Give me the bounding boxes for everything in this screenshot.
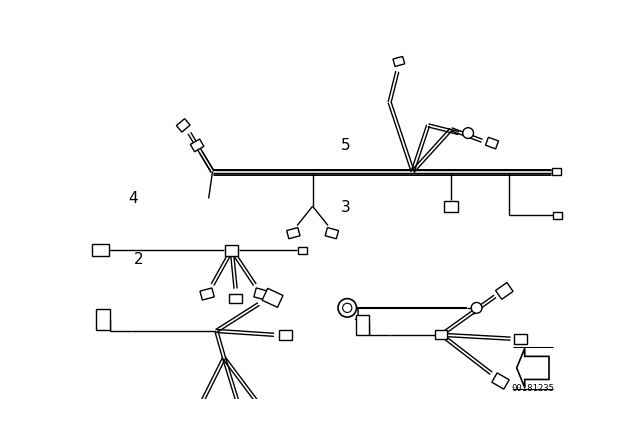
Bar xyxy=(356,315,369,335)
Bar xyxy=(486,137,499,149)
Bar xyxy=(393,56,404,66)
Bar xyxy=(225,245,238,255)
Bar xyxy=(260,405,276,419)
Circle shape xyxy=(463,128,474,138)
Text: 3: 3 xyxy=(340,200,350,215)
Circle shape xyxy=(338,299,356,317)
Circle shape xyxy=(471,302,482,313)
Text: 5: 5 xyxy=(340,138,350,153)
Bar xyxy=(190,139,204,152)
Bar xyxy=(552,168,561,175)
Text: 1: 1 xyxy=(353,308,362,323)
Polygon shape xyxy=(516,348,549,388)
Text: 00181235: 00181235 xyxy=(511,384,554,393)
Bar xyxy=(444,201,458,211)
Bar xyxy=(230,294,242,303)
Bar xyxy=(190,409,204,422)
Bar xyxy=(298,247,307,254)
Bar xyxy=(96,309,110,330)
Text: 2: 2 xyxy=(134,251,143,267)
Bar xyxy=(435,330,447,340)
Bar xyxy=(254,288,268,300)
Bar xyxy=(325,228,339,239)
Bar xyxy=(177,119,190,132)
Bar xyxy=(280,330,292,340)
Bar xyxy=(553,212,562,219)
Bar xyxy=(287,228,300,239)
Bar xyxy=(229,435,242,447)
Bar xyxy=(200,288,214,300)
Text: 4: 4 xyxy=(129,191,138,206)
Bar xyxy=(262,289,283,307)
Bar xyxy=(92,244,109,256)
Bar xyxy=(492,373,509,389)
Circle shape xyxy=(342,303,352,313)
Bar xyxy=(495,283,513,299)
Bar xyxy=(514,334,527,344)
